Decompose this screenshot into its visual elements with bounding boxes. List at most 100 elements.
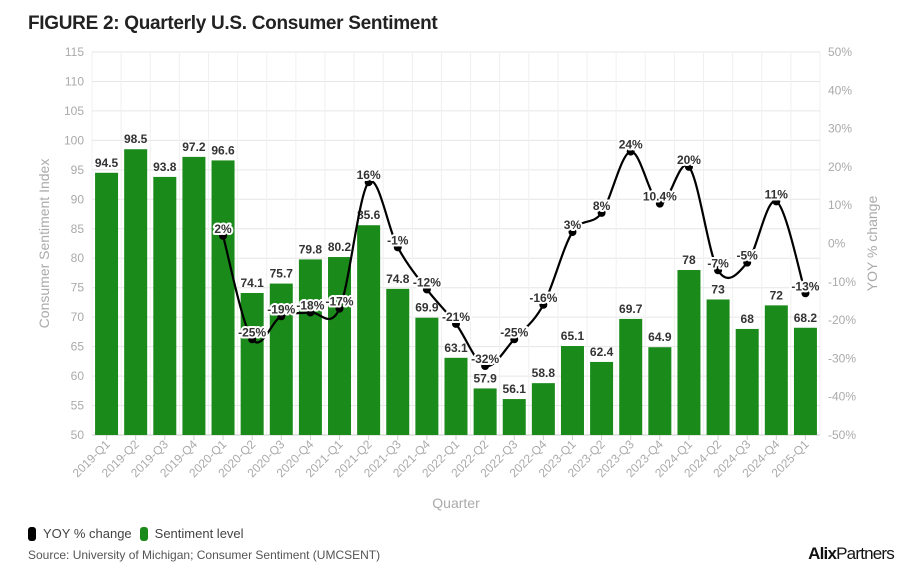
x-axis-title: Quarter — [432, 495, 480, 511]
bar — [706, 299, 730, 435]
yoy-point — [277, 312, 286, 321]
yoy-value-label: -12% — [413, 275, 441, 289]
yoy-value-label: -18% — [296, 298, 324, 312]
bar-value-label: 85.6 — [357, 208, 381, 222]
legend-label-yoy: YOY % change — [43, 526, 132, 541]
y2-tick-label: -20% — [828, 313, 856, 327]
y-tick-label: 105 — [64, 104, 84, 118]
bar — [328, 257, 352, 435]
legend-label-sentiment: Sentiment level — [154, 526, 244, 541]
y-tick-label: 60 — [71, 369, 85, 383]
yoy-value-label: 3% — [564, 218, 582, 232]
yoy-point — [481, 362, 490, 371]
bar-value-label: 69.7 — [619, 302, 643, 316]
yoy-value-label: -21% — [442, 310, 470, 324]
yoy-point — [597, 208, 606, 217]
y-tick-label: 110 — [65, 74, 84, 88]
bar-value-label: 63.1 — [444, 341, 468, 355]
yoy-point — [714, 266, 723, 275]
bar-value-label: 79.8 — [299, 242, 323, 256]
yoy-point — [568, 228, 577, 237]
bar-value-label: 74.1 — [240, 276, 264, 290]
yoy-value-label: 10.4% — [643, 190, 677, 204]
yoy-point — [306, 308, 315, 317]
bar-value-label: 73 — [711, 282, 725, 296]
bar — [240, 292, 264, 435]
yoy-point — [219, 231, 228, 240]
y-tick-label: 75 — [71, 281, 85, 295]
bar — [793, 327, 817, 435]
source-note: Source: University of Michigan; Consumer… — [28, 548, 381, 562]
y2-tick-label: 30% — [828, 122, 852, 136]
bar-value-label: 56.1 — [503, 382, 527, 396]
bar — [473, 388, 497, 435]
yoy-value-label: -32% — [471, 352, 499, 366]
bar — [298, 259, 322, 435]
y-tick-label: 50 — [71, 428, 85, 442]
yoy-value-label: -25% — [238, 325, 266, 339]
y2-tick-label: 0% — [828, 237, 846, 251]
bar — [531, 383, 555, 435]
yoy-value-label: 2% — [214, 222, 232, 236]
yoy-point — [364, 178, 373, 187]
bar — [182, 156, 206, 436]
yoy-value-label: 8% — [593, 199, 611, 213]
y-axis-title: Consumer Sentiment Index — [36, 159, 52, 329]
legend-swatch-sentiment — [139, 526, 148, 541]
bar-value-label: 98.5 — [124, 132, 148, 146]
bar-value-label: 75.7 — [270, 267, 294, 281]
bar-value-label: 68 — [741, 312, 755, 326]
y2-tick-label: -50% — [828, 428, 856, 442]
y2-tick-label: 50% — [828, 45, 852, 59]
y-tick-label: 85 — [71, 222, 85, 236]
yoy-value-label: -13% — [791, 279, 819, 293]
yoy-point — [626, 147, 635, 156]
bar — [153, 176, 177, 435]
bar — [386, 288, 410, 435]
yoy-value-label: -25% — [500, 325, 528, 339]
bar-value-label: 65.1 — [561, 329, 585, 343]
y-tick-label: 55 — [71, 399, 85, 413]
y-tick-label: 115 — [65, 45, 84, 59]
bar — [648, 347, 672, 435]
bar — [735, 328, 759, 435]
bar-value-label: 62.4 — [590, 345, 614, 359]
yoy-value-label: 11% — [765, 187, 789, 201]
yoy-point — [801, 289, 810, 298]
bar — [124, 149, 148, 435]
bar-value-label: 96.6 — [211, 143, 235, 157]
bar — [677, 270, 701, 435]
y2-axis-title: YOY % change — [864, 196, 880, 292]
bar — [619, 318, 643, 435]
yoy-point — [539, 300, 548, 309]
yoy-point — [452, 319, 460, 328]
yoy-value-label: -19% — [267, 302, 295, 316]
y2-tick-label: 40% — [828, 83, 852, 97]
yoy-point — [422, 285, 431, 294]
y2-tick-label: -10% — [828, 275, 856, 289]
bar — [502, 399, 526, 435]
chart-title: FIGURE 2: Quarterly U.S. Consumer Sentim… — [28, 13, 438, 34]
yoy-point — [743, 258, 752, 267]
legend: YOY % change Sentiment level — [28, 526, 244, 541]
yoy-point — [510, 335, 519, 344]
y2-tick-label: 10% — [828, 198, 852, 212]
bar-value-label: 72 — [770, 288, 784, 302]
legend-swatch-yoy — [28, 526, 36, 541]
bar-value-label: 57.9 — [473, 371, 497, 385]
bar-value-label: 74.8 — [386, 272, 410, 286]
yoy-point — [335, 304, 344, 313]
yoy-value-label: -1% — [387, 233, 409, 247]
yoy-point — [772, 197, 781, 206]
bar — [211, 160, 235, 435]
bar-value-label: 69.9 — [415, 301, 439, 315]
bar-value-label: 64.9 — [648, 330, 672, 344]
yoy-value-label: -16% — [529, 291, 557, 305]
bar-value-label: 97.2 — [182, 140, 206, 154]
yoy-value-label: -17% — [326, 295, 354, 309]
yoy-point — [655, 199, 664, 208]
y2-tick-label: -30% — [828, 351, 856, 365]
bar — [95, 172, 119, 436]
